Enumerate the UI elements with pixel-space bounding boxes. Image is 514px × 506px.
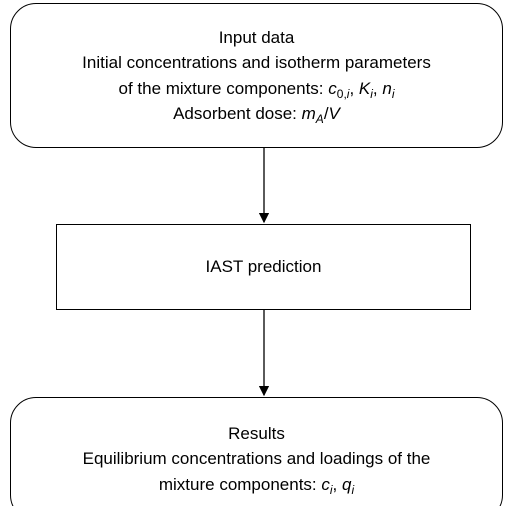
text: , <box>349 78 359 98</box>
symbol: q <box>342 474 352 494</box>
text: Initial concentrations and isotherm para… <box>82 53 431 72</box>
subscript: i <box>329 482 333 497</box>
text-line: Results <box>228 421 285 447</box>
results-box: Results Equilibrium concentrations and l… <box>10 397 503 506</box>
symbol: V <box>328 104 340 123</box>
text: mixture components: <box>158 474 322 494</box>
text-line: Input data <box>219 25 295 51</box>
process-box: IAST prediction <box>56 224 471 310</box>
text: , <box>332 474 342 494</box>
text-line: Equilibrium concentrations and loadings … <box>83 446 431 472</box>
symbol: c <box>328 78 337 98</box>
text: Equilibrium concentrations and loadings … <box>82 449 431 469</box>
text-line: Initial concentrations and isotherm para… <box>82 50 431 76</box>
symbol: K <box>358 78 371 98</box>
text-line: IAST prediction <box>206 254 322 280</box>
text: 0, <box>336 86 347 101</box>
symbol: i <box>346 86 350 101</box>
symbol: n <box>382 78 392 98</box>
subscript: i <box>351 482 355 497</box>
symbol: c <box>321 474 330 494</box>
text-line: of the mixture components: c0,i, Ki, ni <box>118 76 394 102</box>
text: IAST prediction <box>205 257 322 277</box>
text: / <box>323 104 329 123</box>
subscript: i <box>370 86 373 101</box>
text: , <box>372 78 383 98</box>
subscript: 0,i <box>337 87 350 101</box>
text: Results <box>228 423 285 443</box>
text: of the mixture components: <box>118 78 329 98</box>
text: Input data <box>218 27 295 47</box>
text-line: mixture components: ci, qi <box>159 472 354 498</box>
symbol: m <box>301 104 316 123</box>
text: Adsorbent dose: <box>173 104 302 123</box>
input-box: Input data Initial concentrations and is… <box>10 3 503 148</box>
text-line: Adsorbent dose: mA/V <box>173 101 340 127</box>
subscript: i <box>391 86 395 101</box>
subscript: A <box>315 112 324 126</box>
